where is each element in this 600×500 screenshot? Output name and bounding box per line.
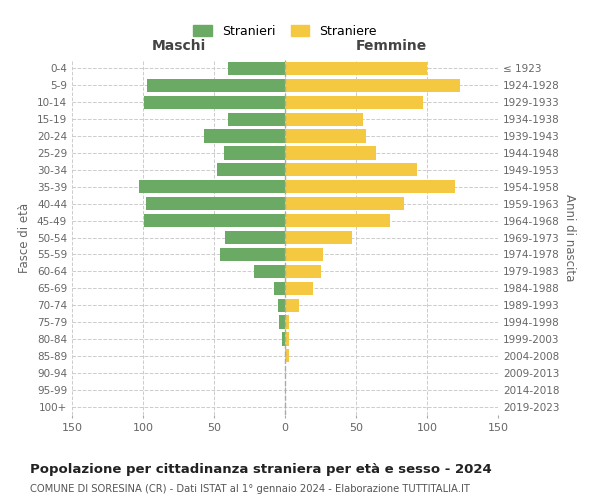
Bar — [285, 332, 289, 345]
Bar — [145, 96, 285, 109]
Bar — [285, 146, 376, 160]
Bar — [139, 180, 285, 194]
Y-axis label: Fasce di età: Fasce di età — [19, 202, 31, 272]
Bar — [285, 180, 455, 194]
Text: COMUNE DI SORESINA (CR) - Dati ISTAT al 1° gennaio 2024 - Elaborazione TUTTITALI: COMUNE DI SORESINA (CR) - Dati ISTAT al … — [30, 484, 470, 494]
Text: Popolazione per cittadinanza straniera per età e sesso - 2024: Popolazione per cittadinanza straniera p… — [30, 462, 492, 475]
Bar — [147, 79, 285, 92]
Bar — [254, 264, 285, 278]
Text: Femmine: Femmine — [356, 39, 427, 53]
Bar — [278, 298, 285, 312]
Text: Maschi: Maschi — [151, 39, 206, 53]
Bar — [217, 164, 285, 176]
Bar — [228, 112, 285, 126]
Bar — [285, 197, 404, 210]
Bar — [146, 197, 285, 210]
Bar — [145, 214, 285, 227]
Bar — [285, 112, 363, 126]
Bar — [285, 248, 323, 261]
Bar — [285, 164, 417, 176]
Bar — [285, 349, 289, 362]
Bar — [285, 214, 390, 227]
Bar — [285, 130, 366, 142]
Bar — [285, 79, 460, 92]
Bar — [285, 282, 313, 295]
Bar — [226, 231, 285, 244]
Bar — [285, 231, 352, 244]
Bar — [285, 316, 289, 328]
Bar — [285, 264, 320, 278]
Bar — [224, 146, 285, 160]
Bar — [228, 62, 285, 75]
Bar — [285, 298, 299, 312]
Bar — [285, 62, 427, 75]
Bar — [220, 248, 285, 261]
Legend: Stranieri, Straniere: Stranieri, Straniere — [188, 20, 382, 43]
Bar — [204, 130, 285, 142]
Bar — [285, 96, 423, 109]
Bar — [282, 332, 285, 345]
Y-axis label: Anni di nascita: Anni di nascita — [563, 194, 576, 281]
Bar — [280, 316, 285, 328]
Bar — [274, 282, 285, 295]
